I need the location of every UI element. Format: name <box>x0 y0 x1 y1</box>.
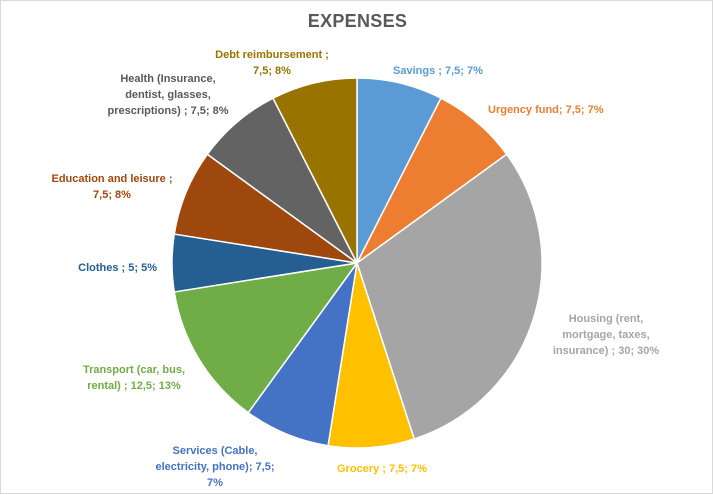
data-label-debt-reimbursement: Debt reimbursement ; 7,5; 8% <box>215 49 329 77</box>
data-label-clothes: Clothes ; 5; 5% <box>78 262 157 274</box>
data-label-grocery: Grocery ; 7,5; 7% <box>337 463 427 475</box>
data-label-education-leisure: Education and leisure ; 7,5; 8% <box>51 173 173 201</box>
data-label-services: Services (Cable, electricity, phone); 7,… <box>155 445 275 489</box>
data-label-urgency-fund: Urgency fund; 7,5; 7% <box>488 104 604 116</box>
chart-title: EXPENSES <box>307 11 408 31</box>
data-label-savings: Savings ; 7,5; 7% <box>393 65 483 77</box>
data-label-transport: Transport (car, bus, rental) ; 12,5; 13% <box>82 364 186 392</box>
data-label-health: Health (Insurance, dentist, glasses, pre… <box>107 73 229 117</box>
pie-slice-housing <box>356 153 543 440</box>
pie-slice-transport <box>173 261 359 414</box>
data-label-housing: Housing (rent, mortgage, taxes, insuranc… <box>552 313 660 357</box>
pie-slice-debt <box>272 77 358 264</box>
